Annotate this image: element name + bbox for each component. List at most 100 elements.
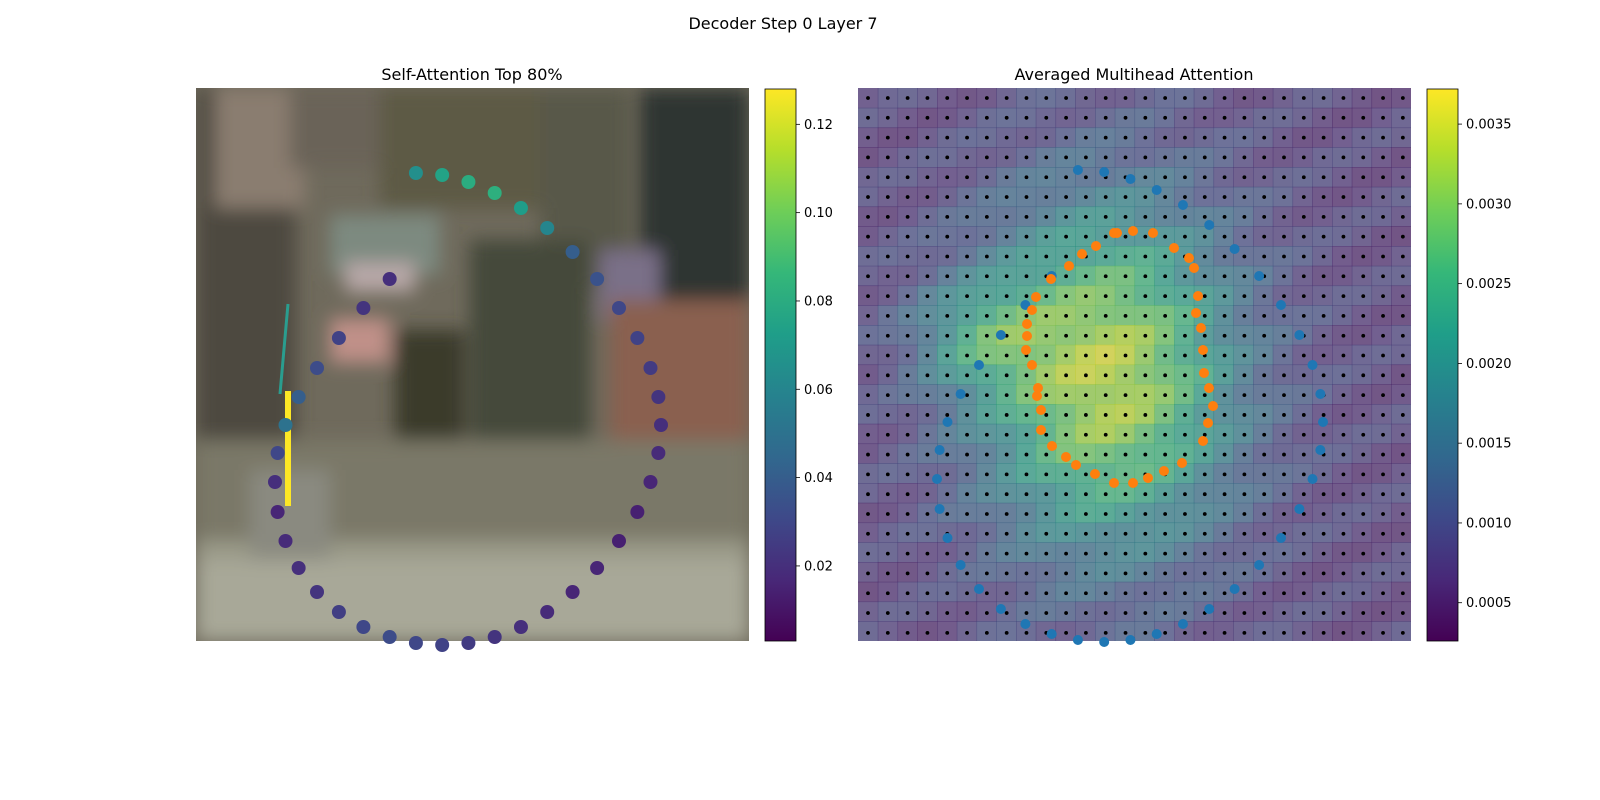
outer-point — [1204, 604, 1215, 614]
grid-point — [1103, 611, 1108, 615]
grid-point — [1103, 254, 1108, 259]
inner-point — [1143, 473, 1153, 483]
grid-point — [1242, 571, 1247, 576]
inner-point — [1203, 418, 1213, 428]
grid-point — [1202, 413, 1207, 417]
grid-point — [1361, 472, 1366, 477]
grid-point — [1321, 314, 1326, 318]
grid-point — [925, 115, 930, 120]
heatmap-cell — [1391, 581, 1411, 603]
colorbar-tick-label: 0.0020 — [1466, 357, 1512, 372]
self-attention-points — [268, 166, 668, 652]
grid-point — [984, 214, 989, 219]
figure-suptitle: Decoder Step 0 Layer 7 — [688, 14, 877, 33]
grid-point — [1163, 294, 1168, 298]
grid-point — [965, 294, 969, 298]
outer-point — [1125, 635, 1136, 645]
grid-point — [1004, 591, 1009, 596]
grid-point — [1282, 432, 1286, 437]
grid-point — [1163, 393, 1168, 398]
grid-point — [1400, 214, 1405, 219]
grid-point — [1242, 591, 1247, 596]
grid-point — [1183, 611, 1187, 615]
colorbar-tick-label: 0.0030 — [1466, 197, 1512, 212]
attention-point — [487, 630, 502, 644]
grid-point — [1143, 393, 1148, 398]
grid-point — [1282, 195, 1286, 199]
grid-point — [1123, 333, 1128, 338]
grid-point — [1361, 234, 1366, 239]
grid-point — [905, 393, 910, 398]
grid-point — [1321, 531, 1326, 536]
inner-point — [1169, 243, 1179, 253]
grid-point — [1123, 551, 1128, 556]
heatmap-cell — [1371, 621, 1392, 641]
outer-point — [974, 360, 985, 370]
attention-point — [291, 561, 306, 575]
grid-point — [965, 96, 969, 100]
outer-point — [955, 560, 966, 570]
grid-point — [1024, 630, 1029, 635]
grid-point — [925, 531, 930, 536]
inner-point — [1031, 292, 1041, 302]
grid-point — [1183, 413, 1187, 417]
grid-point — [1064, 571, 1068, 576]
grid-point — [945, 155, 950, 160]
inner-point — [1032, 391, 1042, 401]
grid-point — [1341, 472, 1346, 477]
grid-point — [1222, 373, 1227, 378]
grid-point — [1064, 353, 1068, 358]
grid-point — [1084, 591, 1088, 596]
grid-point — [1064, 155, 1068, 160]
grid-point — [1123, 294, 1128, 298]
grid-point — [866, 294, 870, 298]
grid-point — [866, 512, 870, 516]
colorbar-tick-label: 0.04 — [804, 471, 833, 486]
grid-point — [1183, 492, 1187, 497]
attention-point — [487, 186, 502, 200]
grid-point — [1321, 551, 1326, 556]
grid-point — [984, 630, 989, 635]
grid-point — [905, 611, 910, 615]
grid-point — [885, 333, 890, 338]
heatmap-cell — [1292, 621, 1313, 641]
grid-point — [1301, 314, 1306, 318]
grid-point — [885, 393, 890, 398]
grid-point — [1103, 630, 1108, 635]
grid-point — [1064, 96, 1068, 100]
grid-point — [1044, 254, 1049, 259]
grid-point — [1143, 571, 1148, 576]
grid-point — [1361, 492, 1366, 497]
grid-point — [1242, 333, 1247, 338]
grid-point — [1004, 452, 1009, 457]
grid-point — [1103, 393, 1108, 398]
grid-point — [1202, 214, 1207, 219]
grid-point — [1084, 274, 1088, 279]
self-attention-title: Self-Attention Top 80% — [381, 65, 562, 84]
grid-point — [1381, 393, 1385, 398]
grid-point — [945, 353, 950, 358]
grid-point — [925, 630, 930, 635]
grid-point — [1024, 373, 1029, 378]
grid-point — [1202, 135, 1207, 140]
grid-point — [945, 115, 950, 120]
heatmap-cell — [1253, 621, 1274, 641]
grid-point — [1301, 551, 1306, 556]
grid-point — [885, 413, 890, 417]
attention-point — [540, 605, 555, 619]
grid-point — [885, 531, 890, 536]
grid-point — [1321, 512, 1326, 516]
grid-point — [925, 214, 930, 219]
grid-point — [1004, 571, 1009, 576]
grid-point — [1183, 373, 1187, 378]
colorbar-tick-label: 0.0005 — [1466, 596, 1512, 611]
attention-point — [310, 361, 325, 375]
grid-point — [866, 214, 870, 219]
grid-point — [1024, 551, 1029, 556]
heatmap-cell — [1391, 542, 1411, 563]
grid-point — [1301, 492, 1306, 497]
inner-point — [1159, 466, 1169, 476]
grid-point — [1361, 195, 1366, 199]
grid-point — [1103, 195, 1108, 199]
grid-point — [905, 472, 910, 477]
